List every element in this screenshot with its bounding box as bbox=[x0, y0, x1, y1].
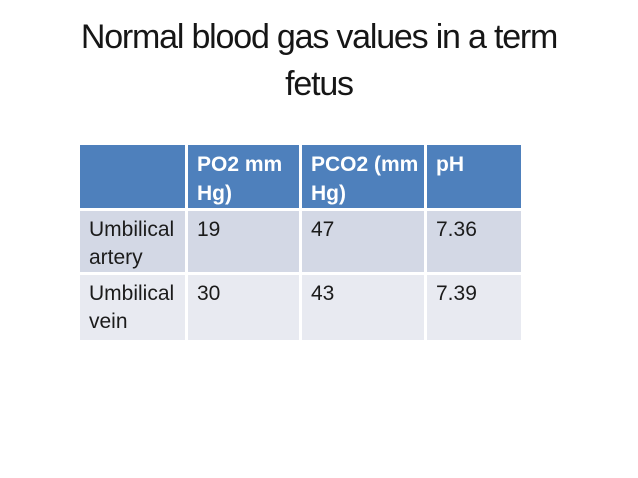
blood-gas-table: PO2 mm Hg) PCO2 (mm Hg) pH Umbilical art… bbox=[80, 145, 521, 340]
table-header-cell-ph: pH bbox=[427, 145, 521, 208]
table-header-cell-pco2: PCO2 (mm Hg) bbox=[302, 145, 424, 208]
slide-title-line-1: Normal blood gas values in a term bbox=[80, 18, 559, 56]
value-vein-ph: 7.39 bbox=[427, 275, 521, 340]
value-vein-po2: 30 bbox=[188, 275, 299, 340]
table-header-cell-empty bbox=[80, 145, 185, 208]
table-header-cell-po2: PO2 mm Hg) bbox=[188, 145, 299, 208]
value-artery-ph: 7.36 bbox=[427, 211, 521, 272]
value-artery-po2: 19 bbox=[188, 211, 299, 272]
row-label-umbilical-artery: Umbilical artery bbox=[80, 211, 185, 272]
row-label-umbilical-vein: Umbilical vein bbox=[80, 275, 185, 340]
value-vein-pco2: 43 bbox=[302, 275, 424, 340]
slide-title: Normal blood gas values in a term fetus bbox=[0, 14, 638, 108]
slide-title-line-2: fetus bbox=[285, 65, 354, 103]
value-artery-pco2: 47 bbox=[302, 211, 424, 272]
